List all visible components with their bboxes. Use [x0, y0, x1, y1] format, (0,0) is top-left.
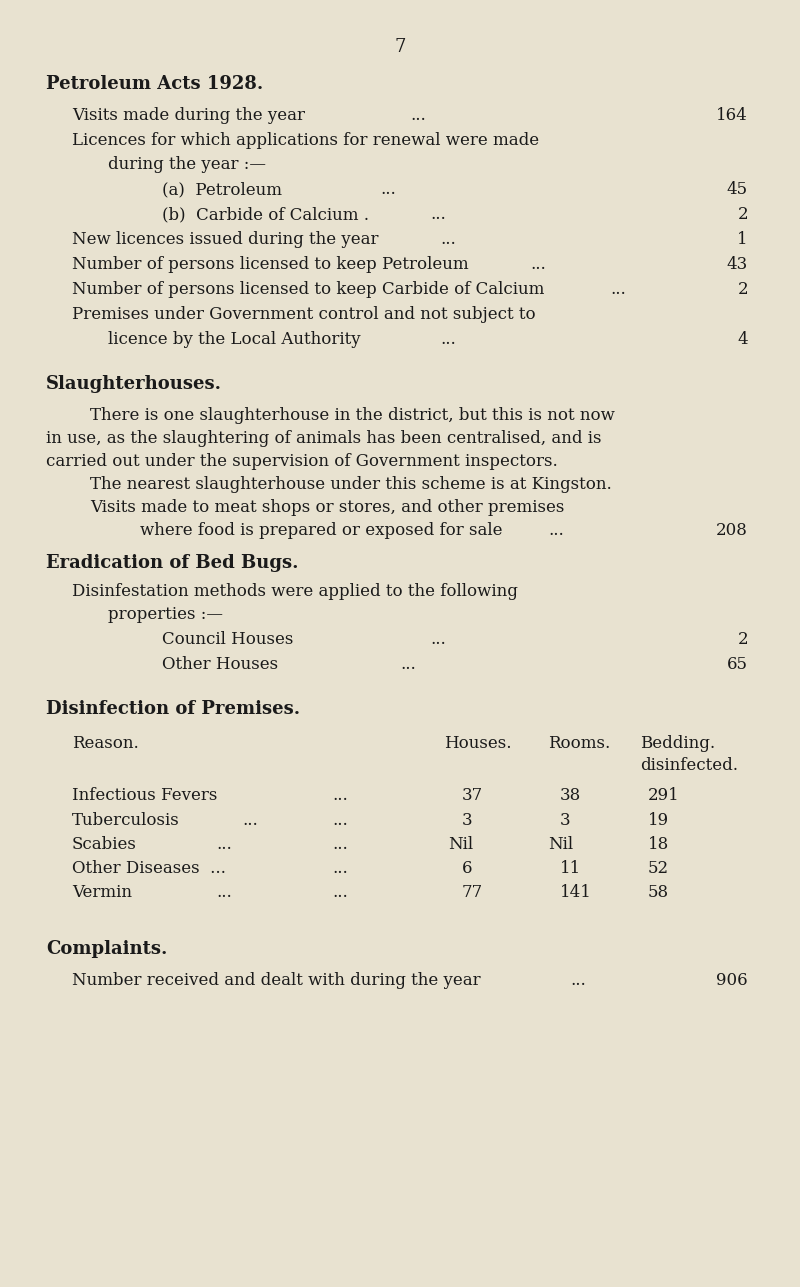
- Text: ...: ...: [530, 256, 546, 273]
- Text: Visits made to meat shops or stores, and other premises: Visits made to meat shops or stores, and…: [90, 499, 564, 516]
- Text: The nearest slaughterhouse under this scheme is at Kingston.: The nearest slaughterhouse under this sc…: [90, 476, 612, 493]
- Text: ...: ...: [216, 837, 232, 853]
- Text: Petroleum Acts 1928.: Petroleum Acts 1928.: [46, 75, 263, 93]
- Text: Vermin: Vermin: [72, 884, 132, 901]
- Text: licence by the Local Authority: licence by the Local Authority: [108, 331, 361, 347]
- Text: ...: ...: [332, 812, 348, 829]
- Text: (a)  Petroleum: (a) Petroleum: [162, 181, 282, 198]
- Text: 77: 77: [462, 884, 483, 901]
- Text: 2: 2: [738, 281, 748, 299]
- Text: ...: ...: [430, 206, 446, 223]
- Text: 7: 7: [394, 39, 406, 57]
- Text: ...: ...: [440, 230, 456, 248]
- Text: 37: 37: [462, 786, 483, 804]
- Text: 3: 3: [560, 812, 570, 829]
- Text: ...: ...: [610, 281, 626, 299]
- Text: Number of persons licensed to keep Petroleum: Number of persons licensed to keep Petro…: [72, 256, 469, 273]
- Text: ...: ...: [400, 656, 416, 673]
- Text: ...: ...: [332, 860, 348, 876]
- Text: 164: 164: [716, 107, 748, 124]
- Text: during the year :—: during the year :—: [108, 156, 266, 172]
- Text: Licences for which applications for renewal were made: Licences for which applications for rene…: [72, 133, 539, 149]
- Text: ...: ...: [430, 631, 446, 647]
- Text: Number received and dealt with during the year: Number received and dealt with during th…: [72, 972, 481, 988]
- Text: (b)  Carbide of Calcium .: (b) Carbide of Calcium .: [162, 206, 369, 223]
- Text: Bedding.: Bedding.: [640, 735, 715, 752]
- Text: carried out under the supervision of Government inspectors.: carried out under the supervision of Gov…: [46, 453, 558, 470]
- Text: properties :—: properties :—: [108, 606, 223, 623]
- Text: New licences issued during the year: New licences issued during the year: [72, 230, 378, 248]
- Text: ...: ...: [570, 972, 586, 988]
- Text: 141: 141: [560, 884, 592, 901]
- Text: Infectious Fevers: Infectious Fevers: [72, 786, 218, 804]
- Text: Council Houses: Council Houses: [162, 631, 294, 647]
- Text: 52: 52: [648, 860, 669, 876]
- Text: 38: 38: [560, 786, 582, 804]
- Text: 18: 18: [648, 837, 670, 853]
- Text: 11: 11: [560, 860, 582, 876]
- Text: ...: ...: [242, 812, 258, 829]
- Text: ...: ...: [216, 884, 232, 901]
- Text: 43: 43: [726, 256, 748, 273]
- Text: Other Houses: Other Houses: [162, 656, 278, 673]
- Text: ...: ...: [548, 523, 564, 539]
- Text: 4: 4: [738, 331, 748, 347]
- Text: 19: 19: [648, 812, 669, 829]
- Text: Visits made during the year: Visits made during the year: [72, 107, 305, 124]
- Text: Eradication of Bed Bugs.: Eradication of Bed Bugs.: [46, 553, 298, 571]
- Text: Nil: Nil: [548, 837, 573, 853]
- Text: 1: 1: [738, 230, 748, 248]
- Text: ...: ...: [332, 786, 348, 804]
- Text: 208: 208: [716, 523, 748, 539]
- Text: Rooms.: Rooms.: [548, 735, 610, 752]
- Text: ...: ...: [332, 837, 348, 853]
- Text: Tuberculosis: Tuberculosis: [72, 812, 180, 829]
- Text: 58: 58: [648, 884, 669, 901]
- Text: Disinfection of Premises.: Disinfection of Premises.: [46, 700, 300, 718]
- Text: Complaints.: Complaints.: [46, 940, 167, 958]
- Text: 45: 45: [727, 181, 748, 198]
- Text: Scabies: Scabies: [72, 837, 137, 853]
- Text: 3: 3: [462, 812, 473, 829]
- Text: 6: 6: [462, 860, 473, 876]
- Text: disinfected.: disinfected.: [640, 757, 738, 773]
- Text: ...: ...: [332, 884, 348, 901]
- Text: There is one slaughterhouse in the district, but this is not now: There is one slaughterhouse in the distr…: [90, 407, 615, 423]
- Text: ...: ...: [440, 331, 456, 347]
- Text: Reason.: Reason.: [72, 735, 138, 752]
- Text: Slaughterhouses.: Slaughterhouses.: [46, 375, 222, 393]
- Text: Number of persons licensed to keep Carbide of Calcium: Number of persons licensed to keep Carbi…: [72, 281, 544, 299]
- Text: Nil: Nil: [448, 837, 473, 853]
- Text: Houses.: Houses.: [444, 735, 511, 752]
- Text: in use, as the slaughtering of animals has been centralised, and is: in use, as the slaughtering of animals h…: [46, 430, 602, 447]
- Text: 2: 2: [738, 631, 748, 647]
- Text: ...: ...: [410, 107, 426, 124]
- Text: 906: 906: [716, 972, 748, 988]
- Text: Other Diseases  ...: Other Diseases ...: [72, 860, 226, 876]
- Text: ...: ...: [380, 181, 396, 198]
- Text: where food is prepared or exposed for sale: where food is prepared or exposed for sa…: [140, 523, 502, 539]
- Text: Premises under Government control and not subject to: Premises under Government control and no…: [72, 306, 536, 323]
- Text: 2: 2: [738, 206, 748, 223]
- Text: 291: 291: [648, 786, 680, 804]
- Text: 65: 65: [727, 656, 748, 673]
- Text: Disinfestation methods were applied to the following: Disinfestation methods were applied to t…: [72, 583, 518, 600]
